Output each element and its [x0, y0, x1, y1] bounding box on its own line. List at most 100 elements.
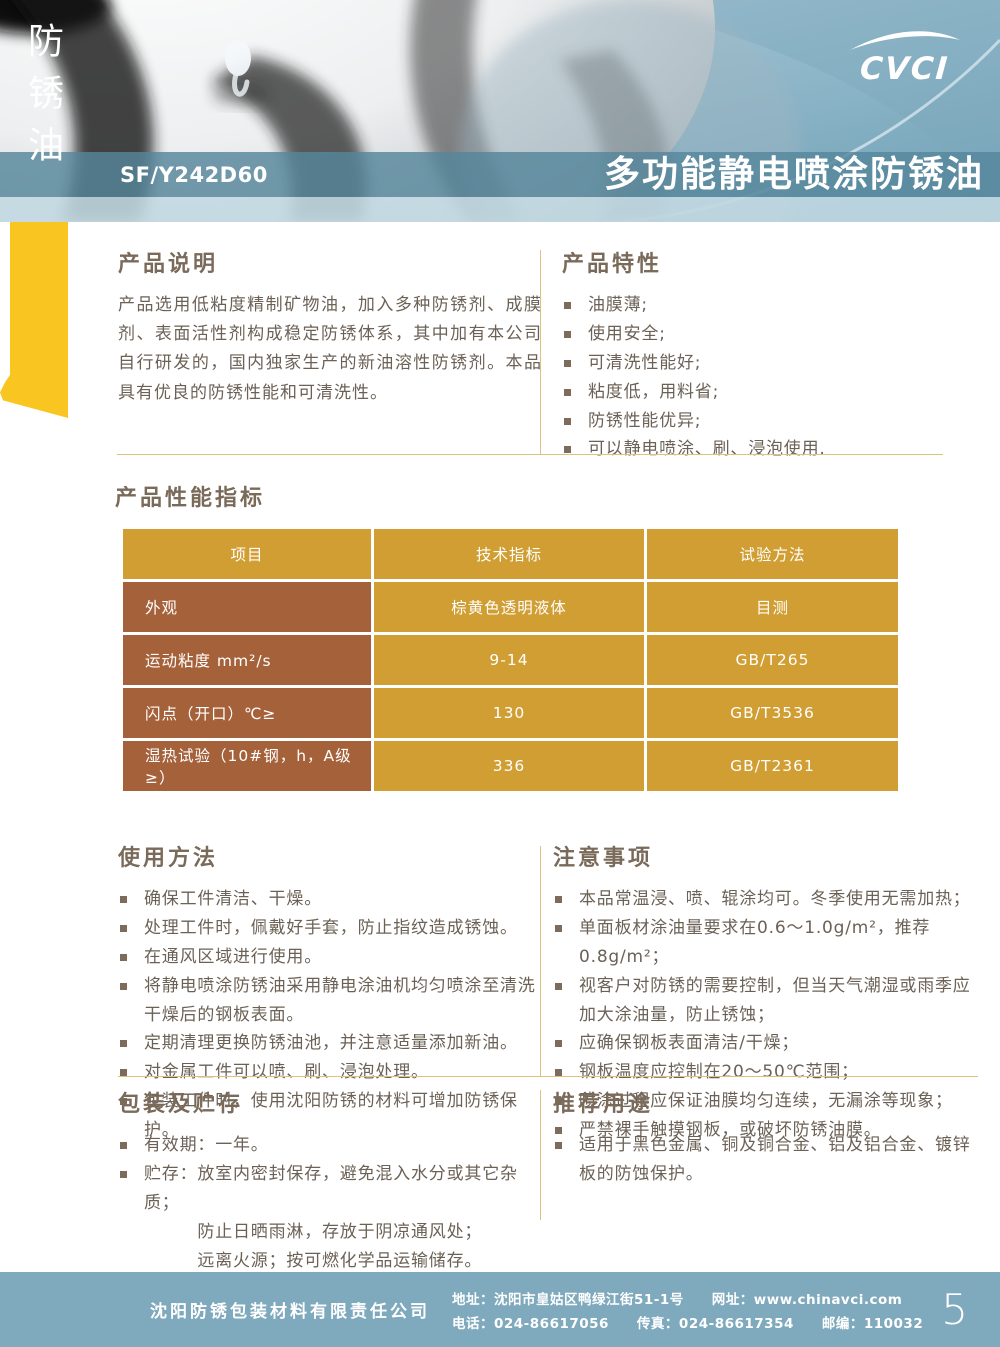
page-title: 多功能静电喷涂防锈油 — [603, 153, 984, 195]
table-header-cell: 技术指标 — [374, 529, 644, 579]
section-heading: 使用方法 — [118, 846, 219, 871]
table-body: 外观 棕黄色透明液体 目测 运动粘度 mm²/s 9-14 GB/T265 闪点… — [123, 582, 898, 791]
table-header-cell: 项目 — [123, 529, 371, 579]
bullet-square-icon — [120, 953, 127, 961]
bullet-square-icon — [120, 1170, 127, 1178]
table-cell-spec: 336 — [374, 741, 644, 791]
table-row: 外观 棕黄色透明液体 目测 — [123, 582, 898, 632]
title-band: SF/Y242D60 多功能静电喷涂防锈油 — [0, 152, 1000, 197]
list-item: 适用于黑色金属、铜及铜合金、铝及铝合金、镀锌板的防蚀保护。 — [553, 1131, 985, 1189]
table-cell-spec: 130 — [374, 688, 644, 738]
bullet-square-icon — [564, 388, 571, 396]
section-description: 产品说明 产品选用低粘度精制矿物油，加入多种防锈剂、成膜剂、表面活性剂构成稳定防… — [118, 246, 542, 408]
table-cell-spec: 棕黄色透明液体 — [374, 582, 644, 632]
column-divider — [540, 1090, 541, 1220]
bullet-square-icon — [120, 982, 127, 990]
cvci-logo: CVCI — [840, 28, 970, 87]
bullet-square-icon — [555, 896, 562, 903]
recommended-list: 适用于黑色金属、铜及铜合金、铝及铝合金、镀锌板的防蚀保护。 — [553, 1131, 985, 1189]
column-divider — [540, 846, 541, 1076]
packaging-list: 有效期：一年。 贮存：放室内密封保存，避免混入水分或其它杂质； 防止日晒雨淋，存… — [118, 1131, 550, 1275]
section-precautions: 注意事项 本品常温浸、喷、辊涂均可。冬季使用无需加热； 单面板材涂油量要求在0.… — [553, 840, 985, 1145]
table-cell-item: 运动粘度 mm²/s — [123, 635, 371, 685]
list-item: 油膜薄; — [562, 291, 980, 320]
footer-phone-line: 电话：024-86617056 传真：024-86617354 邮编：11003… — [452, 1315, 924, 1332]
bullet-square-icon — [120, 1142, 127, 1149]
bullet-square-icon — [564, 359, 571, 367]
table-cell-item: 湿热试验（10#钢，h，A级≥） — [123, 741, 371, 791]
bullet-square-icon — [555, 1069, 562, 1077]
bullet-square-icon — [555, 924, 562, 932]
precautions-list: 本品常温浸、喷、辊涂均可。冬季使用无需加热； 单面板材涂油量要求在0.6～1.0… — [553, 885, 985, 1145]
list-item: 喷涂过程应保证油膜均匀连续，无漏涂等现象； — [553, 1087, 985, 1116]
section-heading: 产品性能指标 — [115, 486, 266, 511]
table-cell-spec: 9-14 — [374, 635, 644, 685]
list-item: 将静电喷涂防锈油采用静电涂油机均匀喷涂至清洗干燥后的钢板表面。 — [118, 972, 550, 1030]
list-item: 粘度低，用料省; — [562, 378, 980, 407]
bullet-square-icon — [564, 330, 571, 338]
bullet-square-icon — [555, 1040, 562, 1048]
bullet-square-icon — [120, 1069, 127, 1077]
list-item: 防锈性能优异; — [562, 407, 980, 436]
header: CVCI SF/Y242D60 多功能静电喷涂防锈油 — [0, 0, 1000, 222]
bullet-square-icon — [120, 1098, 127, 1106]
list-item: 在通风区域进行使用。 — [118, 943, 550, 972]
list-item: 使用安全; — [562, 320, 980, 349]
logo-text: CVCI — [859, 51, 951, 87]
bullet-square-icon — [120, 896, 127, 903]
list-item: 可以静电喷涂、刷、浸泡使用. — [562, 435, 980, 464]
list-item: 对金属工件可以喷、刷、浸泡处理。 — [118, 1058, 550, 1087]
bullet-square-icon — [564, 446, 571, 454]
table-row: 闪点（开口）℃≥ 130 GB/T3536 — [123, 688, 898, 738]
table-header-cell: 试验方法 — [647, 529, 898, 579]
bullet-square-icon — [555, 1098, 562, 1106]
section-packaging: 包装及贮存 有效期：一年。 贮存：放室内密封保存，避免混入水分或其它杂质； 防止… — [118, 1086, 550, 1275]
section-divider — [117, 454, 943, 455]
section-heading: 注意事项 — [553, 846, 654, 871]
table-cell-method: GB/T3536 — [647, 688, 898, 738]
section-divider — [118, 1076, 978, 1077]
list-item: 单面板材涂油量要求在0.6～1.0g/m²，推荐0.8g/m²； — [553, 914, 985, 972]
header-light-strip — [0, 197, 1000, 222]
section-recommended: 推荐用途 适用于黑色金属、铜及铜合金、铝及铝合金、镀锌板的防蚀保护。 — [553, 1086, 985, 1189]
side-tab-ribbon — [0, 222, 68, 418]
table-cell-method: GB/T2361 — [647, 741, 898, 791]
page-number: 5 — [941, 1285, 968, 1334]
section-heading: 包装及贮存 — [118, 1092, 244, 1117]
section-features: 产品特性 油膜薄; 使用安全; 可清洗性能好; — [562, 246, 980, 464]
list-item: 包装工件时，使用沈阳防锈的材料可增加防锈保护。 — [118, 1087, 550, 1145]
section-heading: 推荐用途 — [553, 1092, 654, 1117]
list-item: 本品常温浸、喷、辊涂均可。冬季使用无需加热； — [553, 885, 985, 914]
list-item: 钢板温度应控制在20～50℃范围； — [553, 1058, 985, 1087]
table-cell-method: GB/T265 — [647, 635, 898, 685]
list-item: 可清洗性能好; — [562, 349, 980, 378]
table-header-row: 项目 技术指标 试验方法 — [123, 529, 898, 579]
table-cell-method: 目测 — [647, 582, 898, 632]
footer-company-name: 沈阳防锈包装材料有限责任公司 — [150, 1302, 430, 1322]
list-item: 有效期：一年。 — [118, 1131, 550, 1160]
side-tab-label: 防锈油 — [22, 22, 63, 178]
bullet-square-icon — [555, 1127, 562, 1135]
bullet-square-icon — [555, 1142, 562, 1149]
table-row: 湿热试验（10#钢，h，A级≥） 336 GB/T2361 — [123, 741, 898, 791]
table-cell-item: 外观 — [123, 582, 371, 632]
list-item: 应确保钢板表面清洁/干燥； — [553, 1029, 985, 1058]
list-item: 严禁裸手触摸钢板，或破坏防锈油膜。 — [553, 1116, 985, 1145]
list-item: 贮存：放室内密封保存，避免混入水分或其它杂质； 防止日晒雨淋，存放于阴凉通风处；… — [118, 1160, 550, 1276]
bullet-square-icon — [564, 417, 571, 425]
bullet-square-icon — [120, 1040, 127, 1048]
list-item: 定期清理更换防锈油池，并注意适量添加新油。 — [118, 1029, 550, 1058]
footer: 沈阳防锈包装材料有限责任公司 地址：沈阳市皇姑区鸭绿江街51-1号 网址：www… — [0, 1272, 1000, 1347]
usage-list: 确保工件清洁、干燥。 处理工件时，佩戴好手套，防止指纹造成锈蚀。 在通风区域进行… — [118, 885, 550, 1145]
description-body: 产品选用低粘度精制矿物油，加入多种防锈剂、成膜剂、表面活性剂构成稳定防锈体系，其… — [118, 295, 542, 403]
performance-table: 项目 技术指标 试验方法 外观 棕黄色透明液体 目测 运动粘度 mm²/s 9-… — [123, 529, 898, 794]
table-row: 运动粘度 mm²/s 9-14 GB/T265 — [123, 635, 898, 685]
list-item: 视客户对防锈的需要控制，但当天气潮湿或雨季应加大涂油量，防止锈蚀； — [553, 972, 985, 1030]
table-cell-item: 闪点（开口）℃≥ — [123, 688, 371, 738]
logo-swoosh-icon — [850, 31, 960, 50]
footer-address-line: 地址：沈阳市皇姑区鸭绿江街51-1号 网址：www.chinavci.com — [452, 1291, 903, 1308]
footer-contact-block: 地址：沈阳市皇姑区鸭绿江街51-1号 网址：www.chinavci.com 电… — [452, 1272, 923, 1347]
section-heading: 产品说明 — [118, 252, 219, 277]
list-item: 确保工件清洁、干燥。 — [118, 885, 550, 914]
